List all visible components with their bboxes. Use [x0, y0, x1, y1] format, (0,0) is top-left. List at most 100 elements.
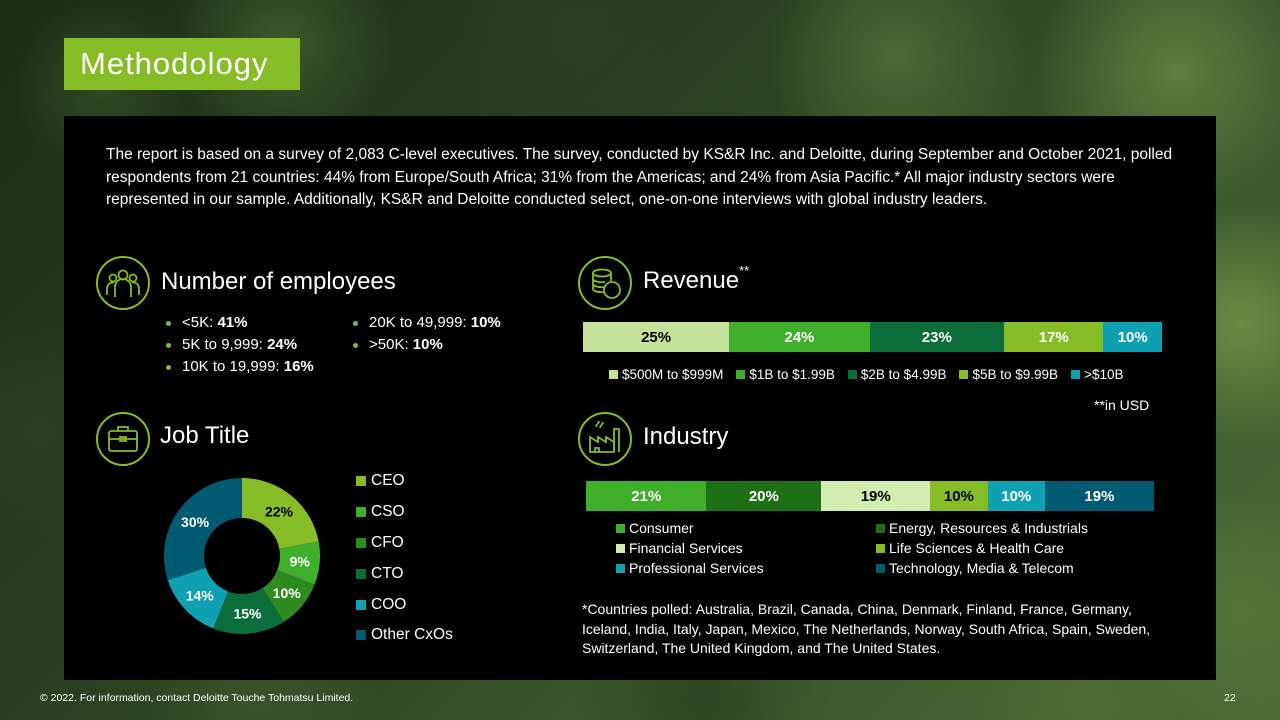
legend-label: Life Sciences & Health Care	[889, 540, 1065, 556]
employee-item: 5K to 9,999: 24%	[164, 334, 314, 356]
employees-list-right: 20K to 49,999: 10% >50K: 10%	[351, 312, 501, 356]
employees-list-left: <5K: 41% 5K to 9,999: 24% 10K to 19,999:…	[164, 312, 314, 378]
people-group-icon	[96, 256, 150, 310]
donut-label: 30%	[181, 514, 210, 530]
donut-label: 9%	[290, 553, 311, 569]
bar-segment: 23%	[869, 322, 1005, 352]
donut-label: 14%	[186, 588, 215, 604]
industry-legend: Consumer Energy, Resources & Industrials F…	[616, 519, 1176, 577]
donut-slice	[213, 588, 284, 634]
revenue-legend: $500M to $999M $1B to $1.99B $2B to $4.99B…	[609, 367, 1136, 382]
legend-item: Energy, Resources & Industrials	[876, 519, 1163, 537]
legend-label: CTO	[371, 564, 404, 582]
legend-swatch	[1071, 370, 1081, 379]
legend-swatch	[356, 630, 366, 641]
legend-label: Technology, Media & Telecom	[889, 560, 1074, 576]
legend-label: Other CxOs	[371, 626, 453, 644]
legend-item: Financial Services	[616, 539, 863, 557]
legend-item: Life Sciences & Health Care	[876, 539, 1163, 557]
legend-item: Technology, Media & Telecom	[876, 559, 1163, 577]
footer-copyright: © 2022. For information, contact Deloitt…	[40, 692, 354, 704]
donut-label: 10%	[273, 585, 302, 601]
job-title-title: Job Title	[160, 422, 250, 449]
legend-label: COO	[371, 595, 407, 613]
legend-label: $5B to $9.99B	[972, 367, 1059, 382]
employee-item: 10K to 19,999: 16%	[164, 356, 314, 378]
legend-item: $500M to $999M	[609, 367, 723, 382]
intro-text: The report is based on a survey of 2,083…	[106, 146, 1173, 208]
industry-stacked-bar: 21% 20% 19% 10% 10% 19%	[586, 481, 1154, 511]
legend-item: $2B to $4.99B	[847, 367, 947, 382]
legend-item: CFO	[356, 528, 453, 559]
legend-swatch	[616, 563, 625, 573]
legend-label: >$10B	[1084, 367, 1124, 382]
donut-label: 15%	[233, 606, 262, 622]
legend-swatch	[959, 370, 969, 379]
legend-label: Financial Services	[629, 540, 743, 556]
donut-slice	[277, 541, 320, 585]
bar-segment: 19%	[1044, 481, 1154, 511]
coins-icon	[578, 256, 632, 310]
legend-swatch	[356, 507, 366, 518]
donut-slice	[262, 569, 315, 622]
legend-swatch	[356, 568, 366, 579]
legend-label: $1B to $1.99B	[749, 367, 835, 382]
legend-swatch	[356, 599, 366, 610]
donut-slice	[167, 567, 229, 629]
legend-label: CEO	[371, 472, 405, 490]
bar-segment: 19%	[821, 481, 931, 511]
legend-swatch	[876, 563, 885, 573]
legend-label: $500M to $999M	[622, 367, 724, 382]
bar-segment: 10%	[930, 481, 988, 511]
countries-note: *Countries polled: Australia, Brazil, Ca…	[582, 601, 1151, 656]
donut-slice	[242, 478, 319, 549]
legend-item: Professional Services	[616, 559, 863, 577]
legend-label: Energy, Resources & Industrials	[889, 520, 1088, 536]
legend-swatch	[736, 370, 746, 379]
employees-title: Number of employees	[161, 268, 396, 295]
job-title-legend: CEO CSO CFO CTO COO Other CxOs	[356, 466, 466, 651]
legend-swatch	[609, 370, 618, 379]
job-title-donut-chart: 22% 9% 10% 15% 14% 30%	[164, 478, 320, 634]
legend-label: Professional Services	[629, 560, 764, 576]
legend-item: Other CxOs	[356, 620, 453, 651]
legend-swatch	[616, 523, 625, 533]
legend-item: $5B to $9.99B	[959, 367, 1058, 382]
legend-item: Consumer	[616, 519, 863, 537]
employee-item: >50K: 10%	[351, 334, 501, 356]
revenue-stacked-bar: 25% 24% 23% 17% 10%	[583, 322, 1162, 352]
legend-item: CEO	[356, 466, 453, 497]
legend-item: >$10B	[1071, 367, 1123, 382]
page-title: Methodology	[64, 38, 300, 90]
legend-swatch	[876, 523, 885, 533]
employee-item: 20K to 49,999: 10%	[351, 312, 501, 334]
methodology-panel: The report is based on a survey of 2,083…	[64, 116, 1216, 680]
bar-segment: 24%	[729, 322, 870, 352]
briefcase-icon	[96, 412, 150, 466]
bar-segment: 21%	[586, 481, 707, 511]
legend-label: CSO	[371, 503, 405, 521]
factory-icon	[578, 412, 632, 466]
legend-swatch	[356, 537, 366, 548]
usd-note: **in USD	[1094, 397, 1150, 413]
legend-item: CSO	[356, 497, 453, 528]
industry-title: Industry	[643, 423, 729, 450]
legend-swatch	[847, 370, 857, 379]
donut-slice	[164, 478, 242, 581]
bar-segment: 10%	[987, 481, 1045, 511]
legend-label: $2B to $4.99B	[860, 367, 947, 382]
legend-item: CTO	[356, 558, 453, 589]
donut-label: 22%	[265, 503, 294, 519]
legend-label: CFO	[371, 533, 404, 551]
legend-swatch	[616, 543, 625, 553]
bar-segment: 25%	[583, 322, 730, 352]
bar-segment: 20%	[706, 481, 822, 511]
legend-label: Consumer	[629, 520, 694, 536]
bar-segment: 10%	[1103, 322, 1162, 352]
employee-item: <5K: 41%	[164, 312, 314, 334]
revenue-title: Revenue**	[643, 263, 750, 294]
legend-item: COO	[356, 589, 453, 620]
page-number: 22	[1224, 692, 1236, 704]
legend-swatch	[876, 543, 885, 553]
bar-segment: 17%	[1004, 322, 1104, 352]
